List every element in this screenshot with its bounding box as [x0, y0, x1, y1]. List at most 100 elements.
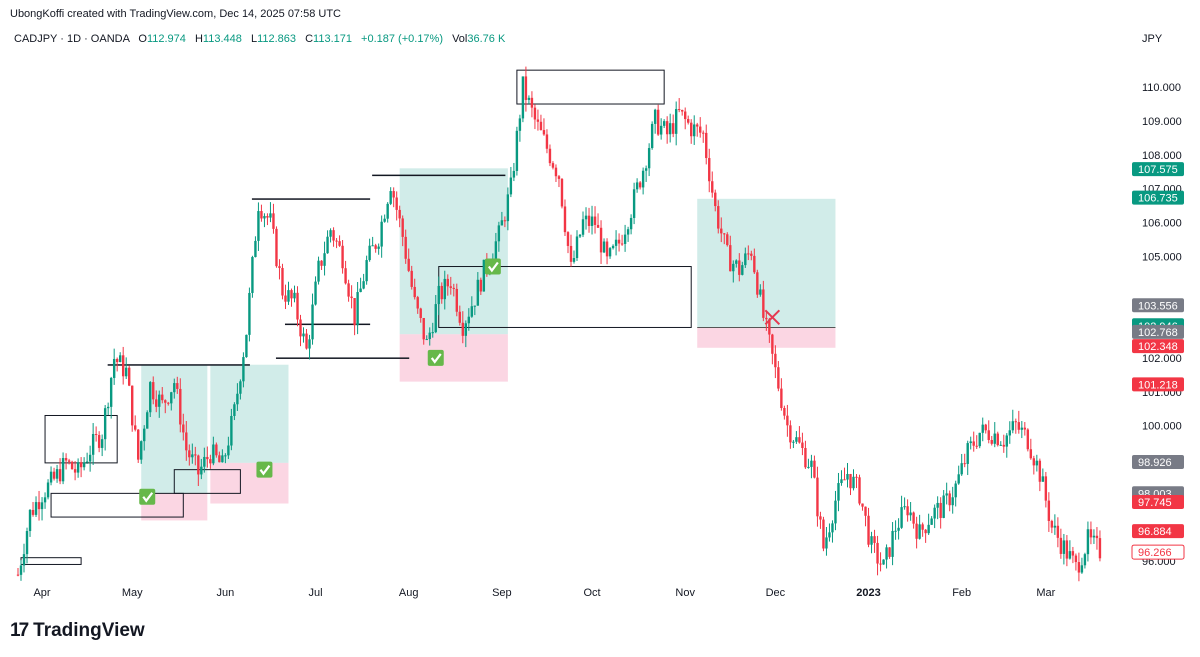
position-zone-profit[interactable]	[399, 168, 508, 335]
currency-label: JPY	[1142, 33, 1163, 45]
candle-down	[407, 258, 410, 271]
drawing-box[interactable]	[20, 557, 82, 565]
candle-down	[281, 267, 284, 296]
candle-up	[1062, 540, 1066, 554]
drawing-box[interactable]	[107, 364, 250, 366]
candle-down	[446, 278, 449, 287]
candle-down	[272, 213, 275, 229]
drawing-box[interactable]	[275, 357, 410, 359]
svg-text:107.575: 107.575	[1138, 164, 1178, 176]
candle-down	[344, 268, 347, 284]
candle-down	[338, 241, 341, 246]
position-zone-profit[interactable]	[210, 364, 289, 463]
candle-down	[70, 461, 74, 470]
candle-up	[650, 123, 654, 149]
candle-up	[257, 211, 260, 241]
symbol-name[interactable]: CADJPY · 1D · OANDA	[14, 33, 130, 45]
candle-up	[242, 357, 245, 382]
candle-up	[76, 462, 80, 473]
candle-up	[329, 230, 332, 237]
position-zone-profit[interactable]	[697, 198, 836, 328]
candle-up	[88, 454, 92, 462]
candle-down	[593, 216, 597, 225]
candle-down	[52, 471, 56, 479]
candle-down	[167, 402, 170, 404]
candle-down	[188, 450, 191, 458]
candle-down	[687, 119, 690, 123]
candle-down	[816, 477, 819, 517]
candle-down	[164, 400, 167, 403]
candle-up	[1035, 460, 1039, 466]
candle-down	[455, 288, 458, 312]
position-zone-loss[interactable]	[399, 334, 508, 382]
candle-up	[212, 444, 215, 464]
svg-text:96.266: 96.266	[1138, 547, 1172, 559]
drawing-box[interactable]	[251, 198, 371, 200]
candle-down	[206, 456, 209, 460]
y-tick-label: 106.000	[1142, 218, 1182, 230]
candle-up	[611, 245, 615, 249]
candle-up	[191, 454, 194, 458]
candle-up	[521, 76, 525, 119]
drawing-box[interactable]	[516, 69, 665, 105]
candle-down	[479, 279, 483, 292]
candle-up	[795, 437, 798, 442]
candle-down	[215, 444, 218, 456]
drawing-box[interactable]	[372, 174, 506, 177]
candle-up	[500, 220, 504, 226]
candle-down	[37, 502, 41, 510]
candle-down	[738, 260, 741, 275]
candle-up	[933, 507, 936, 519]
position-zone-loss[interactable]	[697, 327, 836, 348]
candle-up	[575, 236, 579, 259]
price-tag: 102.768	[1132, 324, 1184, 339]
candle-up	[942, 495, 945, 518]
candle-up	[85, 461, 89, 463]
candle-up	[323, 253, 326, 266]
price-tag: 98.926	[1132, 455, 1184, 470]
y-tick-label: 102.000	[1142, 353, 1182, 365]
candle-up	[356, 292, 359, 326]
candle-down	[452, 287, 455, 289]
candle-up	[482, 259, 486, 292]
candle-up	[891, 530, 894, 557]
candle-down	[341, 245, 344, 269]
candle-down	[218, 455, 221, 463]
candle-up	[840, 479, 843, 484]
candle-down	[1002, 444, 1005, 447]
candle-up	[227, 445, 230, 456]
candle-up	[927, 524, 930, 534]
candle-down	[182, 424, 185, 433]
candle-up	[467, 316, 471, 324]
tradingview-brand[interactable]: 17 TradingView	[10, 620, 145, 642]
candle-up	[362, 281, 365, 289]
candle-down	[858, 477, 861, 504]
candle-down	[680, 109, 684, 112]
candle-up	[732, 263, 735, 272]
chart-credit: UbongKoffi created with TradingView.com,…	[10, 8, 342, 20]
candle-up	[810, 460, 813, 467]
checkmark-icon	[139, 488, 156, 505]
candle-up	[34, 502, 38, 515]
drawing-box[interactable]	[50, 492, 184, 518]
candle-down	[16, 574, 20, 576]
drawing-box[interactable]	[284, 323, 371, 326]
candle-down	[419, 308, 422, 318]
candle-up	[885, 547, 888, 560]
price-tag: 96.884	[1132, 524, 1184, 539]
drawing-box[interactable]	[173, 469, 241, 494]
candle-down	[813, 460, 816, 478]
drawing-box[interactable]	[44, 414, 118, 464]
candle-down	[924, 529, 927, 534]
candle-down	[975, 445, 978, 447]
candle-up	[506, 194, 510, 222]
candle-down	[31, 509, 35, 515]
symbol-legend: CADJPY · 1D · OANDA O112.974 H113.448 L1…	[14, 33, 505, 45]
position-zone-loss[interactable]	[210, 462, 289, 504]
candle-down	[332, 230, 335, 241]
x-tick-label: Aug	[399, 587, 419, 599]
candle-up	[1083, 554, 1087, 566]
candle-up	[425, 339, 428, 341]
brand-name: TradingView	[33, 620, 145, 641]
